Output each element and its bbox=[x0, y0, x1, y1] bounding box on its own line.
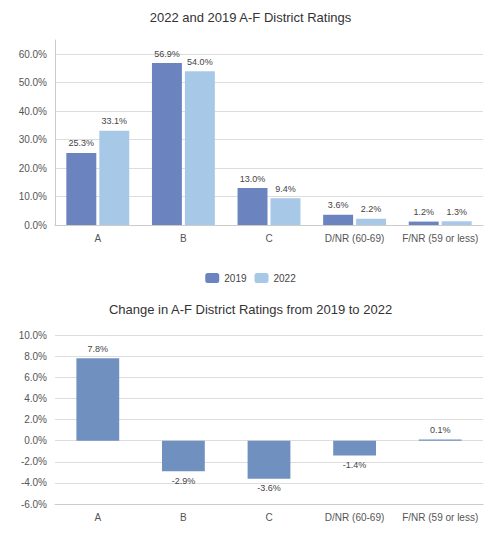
svg-text:B: B bbox=[180, 512, 187, 523]
svg-text:0.0%: 0.0% bbox=[24, 435, 47, 446]
svg-text:7.8%: 7.8% bbox=[88, 344, 109, 354]
svg-text:10.0%: 10.0% bbox=[19, 330, 47, 341]
svg-text:40.0%: 40.0% bbox=[19, 106, 47, 117]
svg-text:-4.0%: -4.0% bbox=[21, 477, 47, 488]
svg-text:20.0%: 20.0% bbox=[19, 163, 47, 174]
svg-text:D/NR (60-69): D/NR (60-69) bbox=[325, 233, 384, 244]
svg-text:9.4%: 9.4% bbox=[275, 184, 296, 194]
svg-text:3.6%: 3.6% bbox=[328, 200, 349, 210]
svg-text:10.0%: 10.0% bbox=[19, 191, 47, 202]
svg-text:8.0%: 8.0% bbox=[24, 351, 47, 362]
svg-text:C: C bbox=[265, 233, 272, 244]
svg-text:F/NR (59 or less): F/NR (59 or less) bbox=[402, 233, 478, 244]
svg-text:F/NR (59 or less): F/NR (59 or less) bbox=[402, 512, 478, 523]
svg-text:2.0%: 2.0% bbox=[24, 414, 47, 425]
svg-text:-2.9%: -2.9% bbox=[172, 476, 196, 486]
svg-text:1.3%: 1.3% bbox=[446, 207, 467, 217]
svg-text:-3.6%: -3.6% bbox=[257, 483, 281, 493]
svg-text:2022 and 2019 A-F District Rat: 2022 and 2019 A-F District Ratings bbox=[150, 10, 352, 25]
svg-text:2019: 2019 bbox=[224, 273, 247, 284]
svg-text:0.0%: 0.0% bbox=[24, 220, 47, 231]
svg-text:C: C bbox=[265, 512, 272, 523]
svg-text:50.0%: 50.0% bbox=[19, 77, 47, 88]
svg-text:4.0%: 4.0% bbox=[24, 393, 47, 404]
svg-text:1.2%: 1.2% bbox=[413, 207, 434, 217]
svg-text:-6.0%: -6.0% bbox=[21, 499, 47, 510]
svg-text:-1.4%: -1.4% bbox=[343, 460, 367, 470]
svg-text:13.0%: 13.0% bbox=[240, 174, 266, 184]
svg-text:56.9%: 56.9% bbox=[154, 49, 180, 59]
svg-text:0.1%: 0.1% bbox=[430, 425, 451, 435]
svg-text:A: A bbox=[94, 233, 101, 244]
svg-text:-2.0%: -2.0% bbox=[21, 456, 47, 467]
svg-text:B: B bbox=[180, 233, 187, 244]
svg-text:25.3%: 25.3% bbox=[69, 138, 95, 148]
svg-text:54.0%: 54.0% bbox=[187, 57, 213, 67]
svg-text:D/NR (60-69): D/NR (60-69) bbox=[325, 512, 384, 523]
svg-text:2022: 2022 bbox=[274, 273, 297, 284]
svg-text:6.0%: 6.0% bbox=[24, 372, 47, 383]
svg-text:2.2%: 2.2% bbox=[361, 204, 382, 214]
svg-text:30.0%: 30.0% bbox=[19, 134, 47, 145]
svg-text:60.0%: 60.0% bbox=[19, 49, 47, 60]
svg-text:33.1%: 33.1% bbox=[102, 116, 128, 126]
svg-text:A: A bbox=[94, 512, 101, 523]
svg-text:Change in A-F District Ratings: Change in A-F District Ratings from 2019… bbox=[109, 302, 392, 317]
